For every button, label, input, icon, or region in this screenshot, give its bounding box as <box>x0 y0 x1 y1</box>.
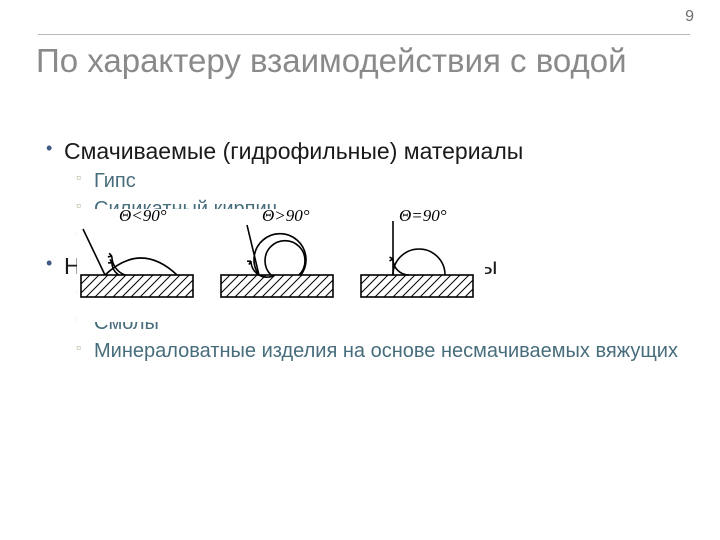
svg-text:Θ>90°: Θ>90° <box>262 209 310 225</box>
svg-text:Θ=90°: Θ=90° <box>399 209 447 225</box>
top-divider <box>38 34 690 35</box>
page-title: По характеру взаимодействия с водой <box>36 42 690 81</box>
svg-text:Θ<90°: Θ<90° <box>119 209 167 225</box>
list-subitem: Минераловатные изделия на основе несмачи… <box>46 338 684 364</box>
page-number: 9 <box>685 8 694 26</box>
list-subitem: Гипс <box>46 168 684 194</box>
contact-angle-diagram: Θ<90° Θ>90° Θ=90° <box>77 209 485 322</box>
list-item: Смачиваемые (гидрофильные) материалы <box>46 137 684 166</box>
